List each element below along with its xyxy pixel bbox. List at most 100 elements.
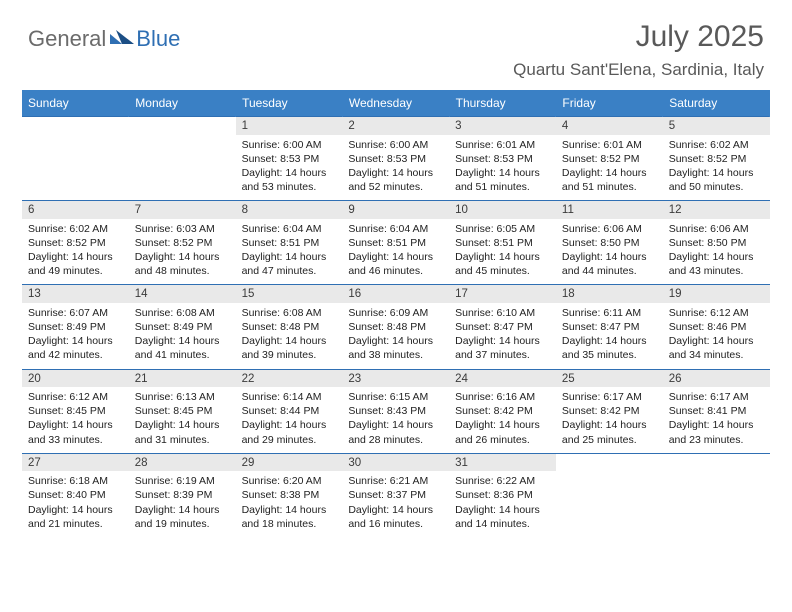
day-content-cell: Sunrise: 6:22 AMSunset: 8:36 PMDaylight:… xyxy=(449,471,556,537)
daylight-text: Daylight: 14 hours and 26 minutes. xyxy=(455,418,550,446)
day-content-cell: Sunrise: 6:05 AMSunset: 8:51 PMDaylight:… xyxy=(449,219,556,285)
sunset-text: Sunset: 8:44 PM xyxy=(242,404,337,418)
day-number-row: 13141516171819 xyxy=(22,285,770,303)
sunrise-text: Sunrise: 6:00 AM xyxy=(348,138,443,152)
sunrise-text: Sunrise: 6:12 AM xyxy=(669,306,764,320)
daylight-text: Daylight: 14 hours and 53 minutes. xyxy=(242,166,337,194)
day-content-row: Sunrise: 6:00 AMSunset: 8:53 PMDaylight:… xyxy=(22,135,770,201)
sunset-text: Sunset: 8:46 PM xyxy=(669,320,764,334)
day-number-cell: 20 xyxy=(22,369,129,387)
day-content-cell: Sunrise: 6:08 AMSunset: 8:48 PMDaylight:… xyxy=(236,303,343,369)
sunrise-text: Sunrise: 6:17 AM xyxy=(669,390,764,404)
weekday-header: Sunday xyxy=(22,90,129,117)
sunset-text: Sunset: 8:53 PM xyxy=(242,152,337,166)
sunset-text: Sunset: 8:49 PM xyxy=(135,320,230,334)
sunrise-text: Sunrise: 6:06 AM xyxy=(669,222,764,236)
day-content-row: Sunrise: 6:12 AMSunset: 8:45 PMDaylight:… xyxy=(22,387,770,453)
day-number-cell: 9 xyxy=(342,201,449,219)
logo-icon xyxy=(110,28,134,51)
sunset-text: Sunset: 8:52 PM xyxy=(28,236,123,250)
sunset-text: Sunset: 8:37 PM xyxy=(348,488,443,502)
day-content-cell: Sunrise: 6:20 AMSunset: 8:38 PMDaylight:… xyxy=(236,471,343,537)
calendar-table: SundayMondayTuesdayWednesdayThursdayFrid… xyxy=(22,90,770,537)
day-number-cell: 24 xyxy=(449,369,556,387)
day-content-cell: Sunrise: 6:00 AMSunset: 8:53 PMDaylight:… xyxy=(236,135,343,201)
day-number-cell: 8 xyxy=(236,201,343,219)
daylight-text: Daylight: 14 hours and 28 minutes. xyxy=(348,418,443,446)
sunset-text: Sunset: 8:49 PM xyxy=(28,320,123,334)
day-content-cell: Sunrise: 6:04 AMSunset: 8:51 PMDaylight:… xyxy=(342,219,449,285)
day-content-cell: Sunrise: 6:00 AMSunset: 8:53 PMDaylight:… xyxy=(342,135,449,201)
daylight-text: Daylight: 14 hours and 44 minutes. xyxy=(562,250,657,278)
day-number-row: 2728293031 xyxy=(22,453,770,471)
daylight-text: Daylight: 14 hours and 29 minutes. xyxy=(242,418,337,446)
sunrise-text: Sunrise: 6:12 AM xyxy=(28,390,123,404)
day-content-cell: Sunrise: 6:18 AMSunset: 8:40 PMDaylight:… xyxy=(22,471,129,537)
sunrise-text: Sunrise: 6:03 AM xyxy=(135,222,230,236)
sunset-text: Sunset: 8:39 PM xyxy=(135,488,230,502)
sunset-text: Sunset: 8:53 PM xyxy=(348,152,443,166)
day-number-cell: 18 xyxy=(556,285,663,303)
day-number-cell: 22 xyxy=(236,369,343,387)
day-content-cell: Sunrise: 6:17 AMSunset: 8:41 PMDaylight:… xyxy=(663,387,770,453)
day-content-cell: Sunrise: 6:06 AMSunset: 8:50 PMDaylight:… xyxy=(663,219,770,285)
weekday-header: Saturday xyxy=(663,90,770,117)
daylight-text: Daylight: 14 hours and 42 minutes. xyxy=(28,334,123,362)
daylight-text: Daylight: 14 hours and 16 minutes. xyxy=(348,503,443,531)
sunrise-text: Sunrise: 6:21 AM xyxy=(348,474,443,488)
day-number-row: 12345 xyxy=(22,117,770,135)
day-number-cell: 29 xyxy=(236,453,343,471)
day-content-cell: Sunrise: 6:07 AMSunset: 8:49 PMDaylight:… xyxy=(22,303,129,369)
daylight-text: Daylight: 14 hours and 34 minutes. xyxy=(669,334,764,362)
header: General Blue July 2025 Quartu Sant'Elena… xyxy=(22,18,770,90)
day-content-cell: Sunrise: 6:02 AMSunset: 8:52 PMDaylight:… xyxy=(663,135,770,201)
daylight-text: Daylight: 14 hours and 46 minutes. xyxy=(348,250,443,278)
sunrise-text: Sunrise: 6:02 AM xyxy=(669,138,764,152)
day-content-cell: Sunrise: 6:12 AMSunset: 8:46 PMDaylight:… xyxy=(663,303,770,369)
sunset-text: Sunset: 8:47 PM xyxy=(562,320,657,334)
day-number-cell: 21 xyxy=(129,369,236,387)
daylight-text: Daylight: 14 hours and 25 minutes. xyxy=(562,418,657,446)
day-number-cell: 13 xyxy=(22,285,129,303)
day-content-cell: Sunrise: 6:13 AMSunset: 8:45 PMDaylight:… xyxy=(129,387,236,453)
daylight-text: Daylight: 14 hours and 33 minutes. xyxy=(28,418,123,446)
weekday-header-row: SundayMondayTuesdayWednesdayThursdayFrid… xyxy=(22,90,770,117)
daylight-text: Daylight: 14 hours and 35 minutes. xyxy=(562,334,657,362)
day-number-cell xyxy=(22,117,129,135)
page-title: July 2025 xyxy=(513,20,764,54)
title-block: July 2025 Quartu Sant'Elena, Sardinia, I… xyxy=(513,20,764,80)
day-content-row: Sunrise: 6:18 AMSunset: 8:40 PMDaylight:… xyxy=(22,471,770,537)
sunrise-text: Sunrise: 6:02 AM xyxy=(28,222,123,236)
day-content-row: Sunrise: 6:02 AMSunset: 8:52 PMDaylight:… xyxy=(22,219,770,285)
sunset-text: Sunset: 8:52 PM xyxy=(135,236,230,250)
sunset-text: Sunset: 8:43 PM xyxy=(348,404,443,418)
day-number-cell: 10 xyxy=(449,201,556,219)
sunset-text: Sunset: 8:52 PM xyxy=(669,152,764,166)
location-subtitle: Quartu Sant'Elena, Sardinia, Italy xyxy=(513,60,764,80)
sunset-text: Sunset: 8:45 PM xyxy=(28,404,123,418)
day-content-cell xyxy=(556,471,663,537)
logo-text-general: General xyxy=(28,26,106,52)
sunrise-text: Sunrise: 6:06 AM xyxy=(562,222,657,236)
day-content-cell: Sunrise: 6:19 AMSunset: 8:39 PMDaylight:… xyxy=(129,471,236,537)
day-number-cell: 16 xyxy=(342,285,449,303)
sunset-text: Sunset: 8:51 PM xyxy=(348,236,443,250)
sunrise-text: Sunrise: 6:17 AM xyxy=(562,390,657,404)
daylight-text: Daylight: 14 hours and 31 minutes. xyxy=(135,418,230,446)
day-number-cell: 14 xyxy=(129,285,236,303)
day-content-cell: Sunrise: 6:16 AMSunset: 8:42 PMDaylight:… xyxy=(449,387,556,453)
daylight-text: Daylight: 14 hours and 21 minutes. xyxy=(28,503,123,531)
day-number-cell: 7 xyxy=(129,201,236,219)
day-content-cell: Sunrise: 6:02 AMSunset: 8:52 PMDaylight:… xyxy=(22,219,129,285)
weekday-header: Friday xyxy=(556,90,663,117)
sunrise-text: Sunrise: 6:00 AM xyxy=(242,138,337,152)
sunrise-text: Sunrise: 6:19 AM xyxy=(135,474,230,488)
sunrise-text: Sunrise: 6:20 AM xyxy=(242,474,337,488)
day-number-cell: 25 xyxy=(556,369,663,387)
day-number-cell xyxy=(663,453,770,471)
weekday-header: Wednesday xyxy=(342,90,449,117)
day-content-cell xyxy=(663,471,770,537)
day-content-cell: Sunrise: 6:10 AMSunset: 8:47 PMDaylight:… xyxy=(449,303,556,369)
sunset-text: Sunset: 8:42 PM xyxy=(455,404,550,418)
daylight-text: Daylight: 14 hours and 50 minutes. xyxy=(669,166,764,194)
